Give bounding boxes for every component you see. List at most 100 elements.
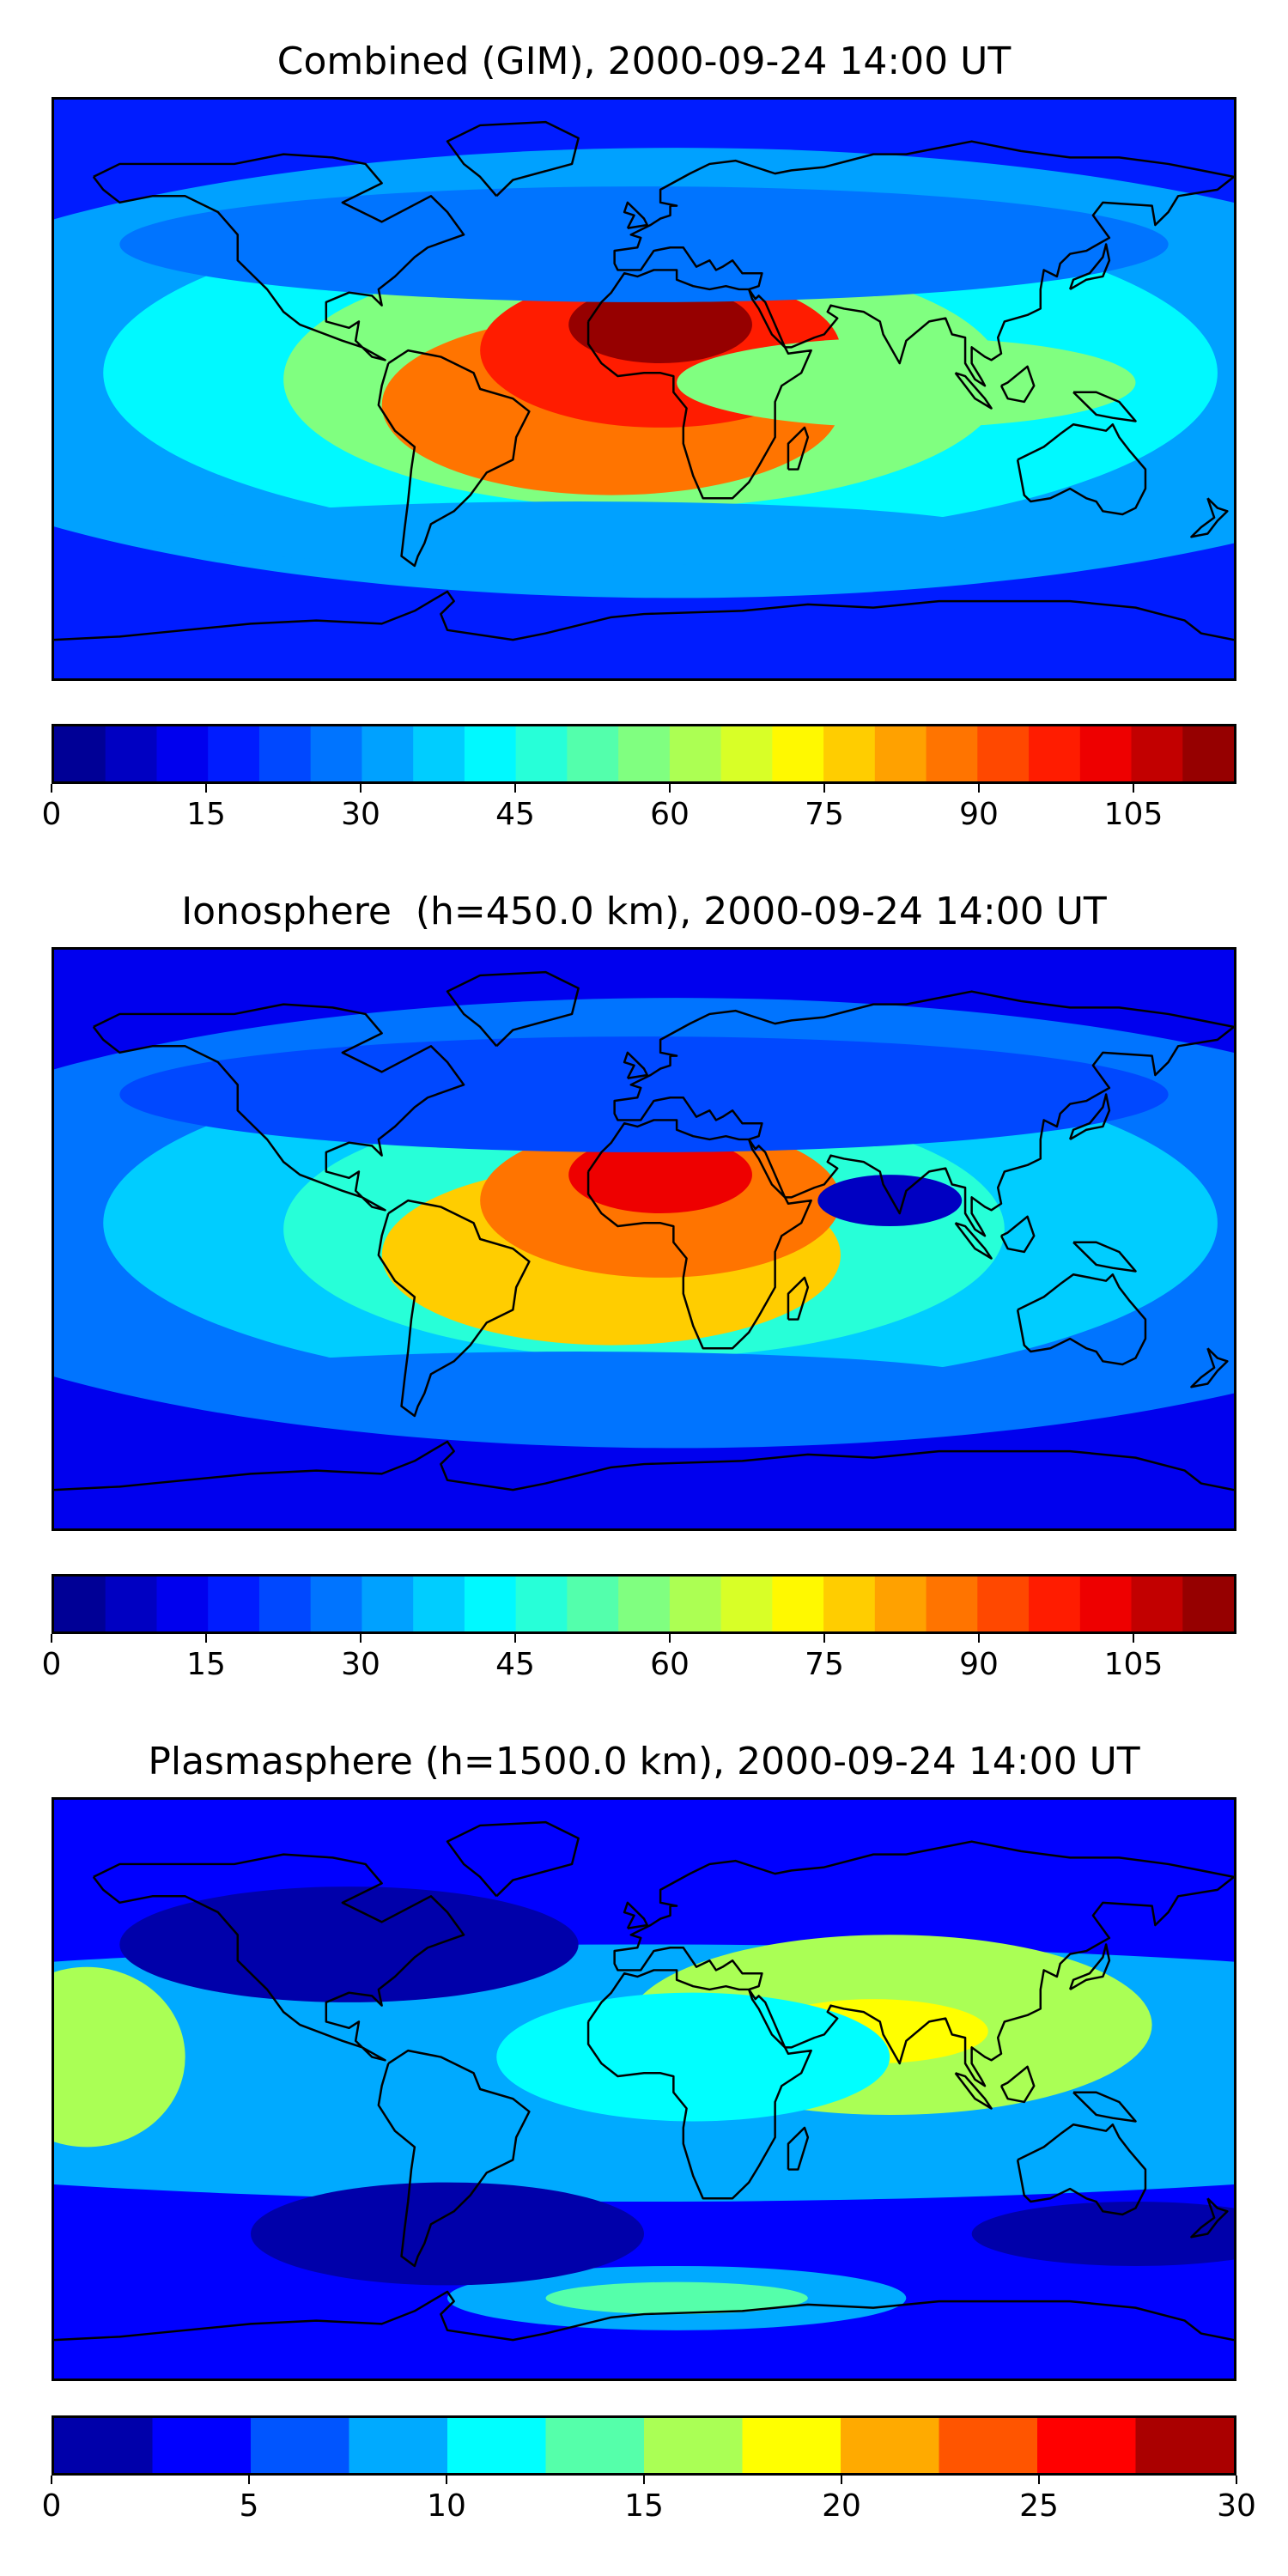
colorbar-tick-mark <box>1038 2476 1040 2484</box>
colorbar-segment <box>772 726 824 781</box>
contour-region-indian-band <box>677 337 1136 428</box>
colorbar-ticks-ionosphere: 0 15 30 45 60 75 90 105 <box>42 1634 1236 1686</box>
coastline-madagascar <box>787 426 810 471</box>
colorbar-segment <box>926 1577 978 1631</box>
colorbar-svg-combined <box>54 726 1234 781</box>
coastline-new-zealand <box>1190 497 1229 538</box>
colorbar-segment <box>208 726 260 781</box>
contour-region-south-belt <box>152 1352 1005 1416</box>
colorbar-segment <box>823 726 876 781</box>
contour-region-north-mid-belt <box>119 1036 1169 1152</box>
coastline-japan <box>1068 1943 1111 1991</box>
contour-region-antarctic-band-core <box>545 2281 808 2315</box>
coastline-madagascar <box>787 2126 810 2171</box>
colorbar-segment <box>1131 1577 1183 1631</box>
colorbar-tick-label: 30 <box>341 1647 380 1682</box>
colorbar-segment <box>823 1577 876 1631</box>
colorbar-tick-label: 105 <box>1103 797 1163 832</box>
colorbar-tick-label: 90 <box>959 1647 999 1682</box>
coastline-new-zealand <box>1190 2197 1229 2239</box>
colorbar-segment <box>54 1577 106 1631</box>
coastline-japan <box>1068 243 1111 291</box>
colorbar-segment <box>1037 2418 1137 2473</box>
colorbar-segment <box>208 1577 260 1631</box>
colorbar-segment <box>310 726 363 781</box>
colorbar-tick-mark <box>51 2476 52 2484</box>
coastline-antarctica <box>54 1440 1234 1492</box>
colorbar-segment <box>669 1577 722 1631</box>
colorbar-segment <box>258 726 312 781</box>
map-ionosphere <box>52 947 1236 1531</box>
colorbar-segment <box>939 2418 1038 2473</box>
coastline-greenland <box>446 120 580 197</box>
coastline-sumatra <box>954 2072 993 2110</box>
colorbar-tick-label: 15 <box>624 2488 664 2524</box>
colorbar-segment <box>310 1577 363 1631</box>
colorbar-segment <box>156 726 209 781</box>
coastline-new-guinea <box>1072 391 1137 422</box>
colorbar-tick-label: 5 <box>239 2488 259 2524</box>
panel-title-ionosphere: Ionosphere (h=450.0 km), 2000-09-24 14:0… <box>181 890 1107 933</box>
colorbar-segment <box>152 2418 252 2473</box>
colorbar-segment <box>567 726 619 781</box>
colorbar-tick-label: 0 <box>41 797 62 832</box>
colorbar-tick-mark <box>669 784 671 793</box>
colorbar-tick-mark <box>360 784 361 793</box>
colorbar-segment <box>447 2418 547 2473</box>
contour-region-south-belt <box>152 501 1005 566</box>
coastline-antarctica <box>54 590 1234 641</box>
coastline-madagascar <box>787 1276 810 1321</box>
contour-region-pacific-high <box>54 1966 185 2148</box>
colorbar-tick-label: 30 <box>1217 2488 1256 2524</box>
map-svg-plasmasphere <box>54 1800 1234 2379</box>
contour-region-peak-core <box>568 1136 752 1214</box>
colorbar-tick-label: 25 <box>1019 2488 1059 2524</box>
colorbar-segment <box>1079 726 1133 781</box>
colorbar-segment <box>251 2418 350 2473</box>
coastline-australia <box>1016 422 1147 516</box>
contour-region-peak-core <box>568 286 752 364</box>
colorbar-segment <box>105 726 158 781</box>
coastline-south-america <box>377 349 531 568</box>
colorbar-tick-label: 105 <box>1103 1647 1163 1682</box>
colorbar-tick-mark <box>643 2476 645 2484</box>
colorbar-tick-mark <box>1133 784 1134 793</box>
colorbar-segment <box>1029 726 1081 781</box>
colorbar-tick-mark <box>51 784 52 793</box>
colorbar-tick-label: 0 <box>41 1647 62 1682</box>
colorbar-segment <box>54 726 106 781</box>
colorbar-svg-plasmasphere <box>54 2418 1234 2473</box>
colorbar-tick-label: 45 <box>495 797 535 832</box>
colorbar-ticks-combined: 0 15 30 45 60 75 90 105 <box>42 784 1236 835</box>
colorbar-tick-mark <box>978 1634 980 1643</box>
panel-title-combined: Combined (GIM), 2000-09-24 14:00 UT <box>276 39 1012 83</box>
colorbar-tick-label: 15 <box>186 797 226 832</box>
colorbar-segment <box>1079 1577 1133 1631</box>
coastline-new-guinea <box>1072 2091 1137 2123</box>
colorbar-segment <box>618 1577 671 1631</box>
colorbar-tick-mark <box>360 1634 361 1643</box>
colorbar-segment <box>515 726 568 781</box>
colorbar-segment <box>874 1577 927 1631</box>
colorbar-segment <box>644 2418 744 2473</box>
colorbar-tick-label: 75 <box>805 1647 844 1682</box>
colorbar-combined <box>52 724 1236 784</box>
colorbar-segment <box>156 1577 209 1631</box>
colorbar-segment <box>54 2418 154 2473</box>
colorbar-segment <box>258 1577 312 1631</box>
colorbar-tick-mark <box>1133 1634 1134 1643</box>
contour-region-australia-low <box>971 2202 1234 2266</box>
colorbar-tick-label: 90 <box>959 797 999 832</box>
colorbar-segment <box>1029 1577 1081 1631</box>
colorbar-segment <box>545 2418 645 2473</box>
colorbar-tick-mark <box>446 2476 447 2484</box>
colorbar-tick-mark <box>51 1634 52 1643</box>
colorbar-segment <box>1182 1577 1234 1631</box>
contour-region-africa-mid <box>496 1992 890 2122</box>
colorbar-tick-label: 75 <box>805 797 844 832</box>
contour-region-indian-low <box>817 1175 963 1227</box>
coastline-south-america <box>377 2049 531 2268</box>
colorbar-tick-mark <box>514 784 516 793</box>
colorbar-tick-label: 45 <box>495 1647 535 1682</box>
